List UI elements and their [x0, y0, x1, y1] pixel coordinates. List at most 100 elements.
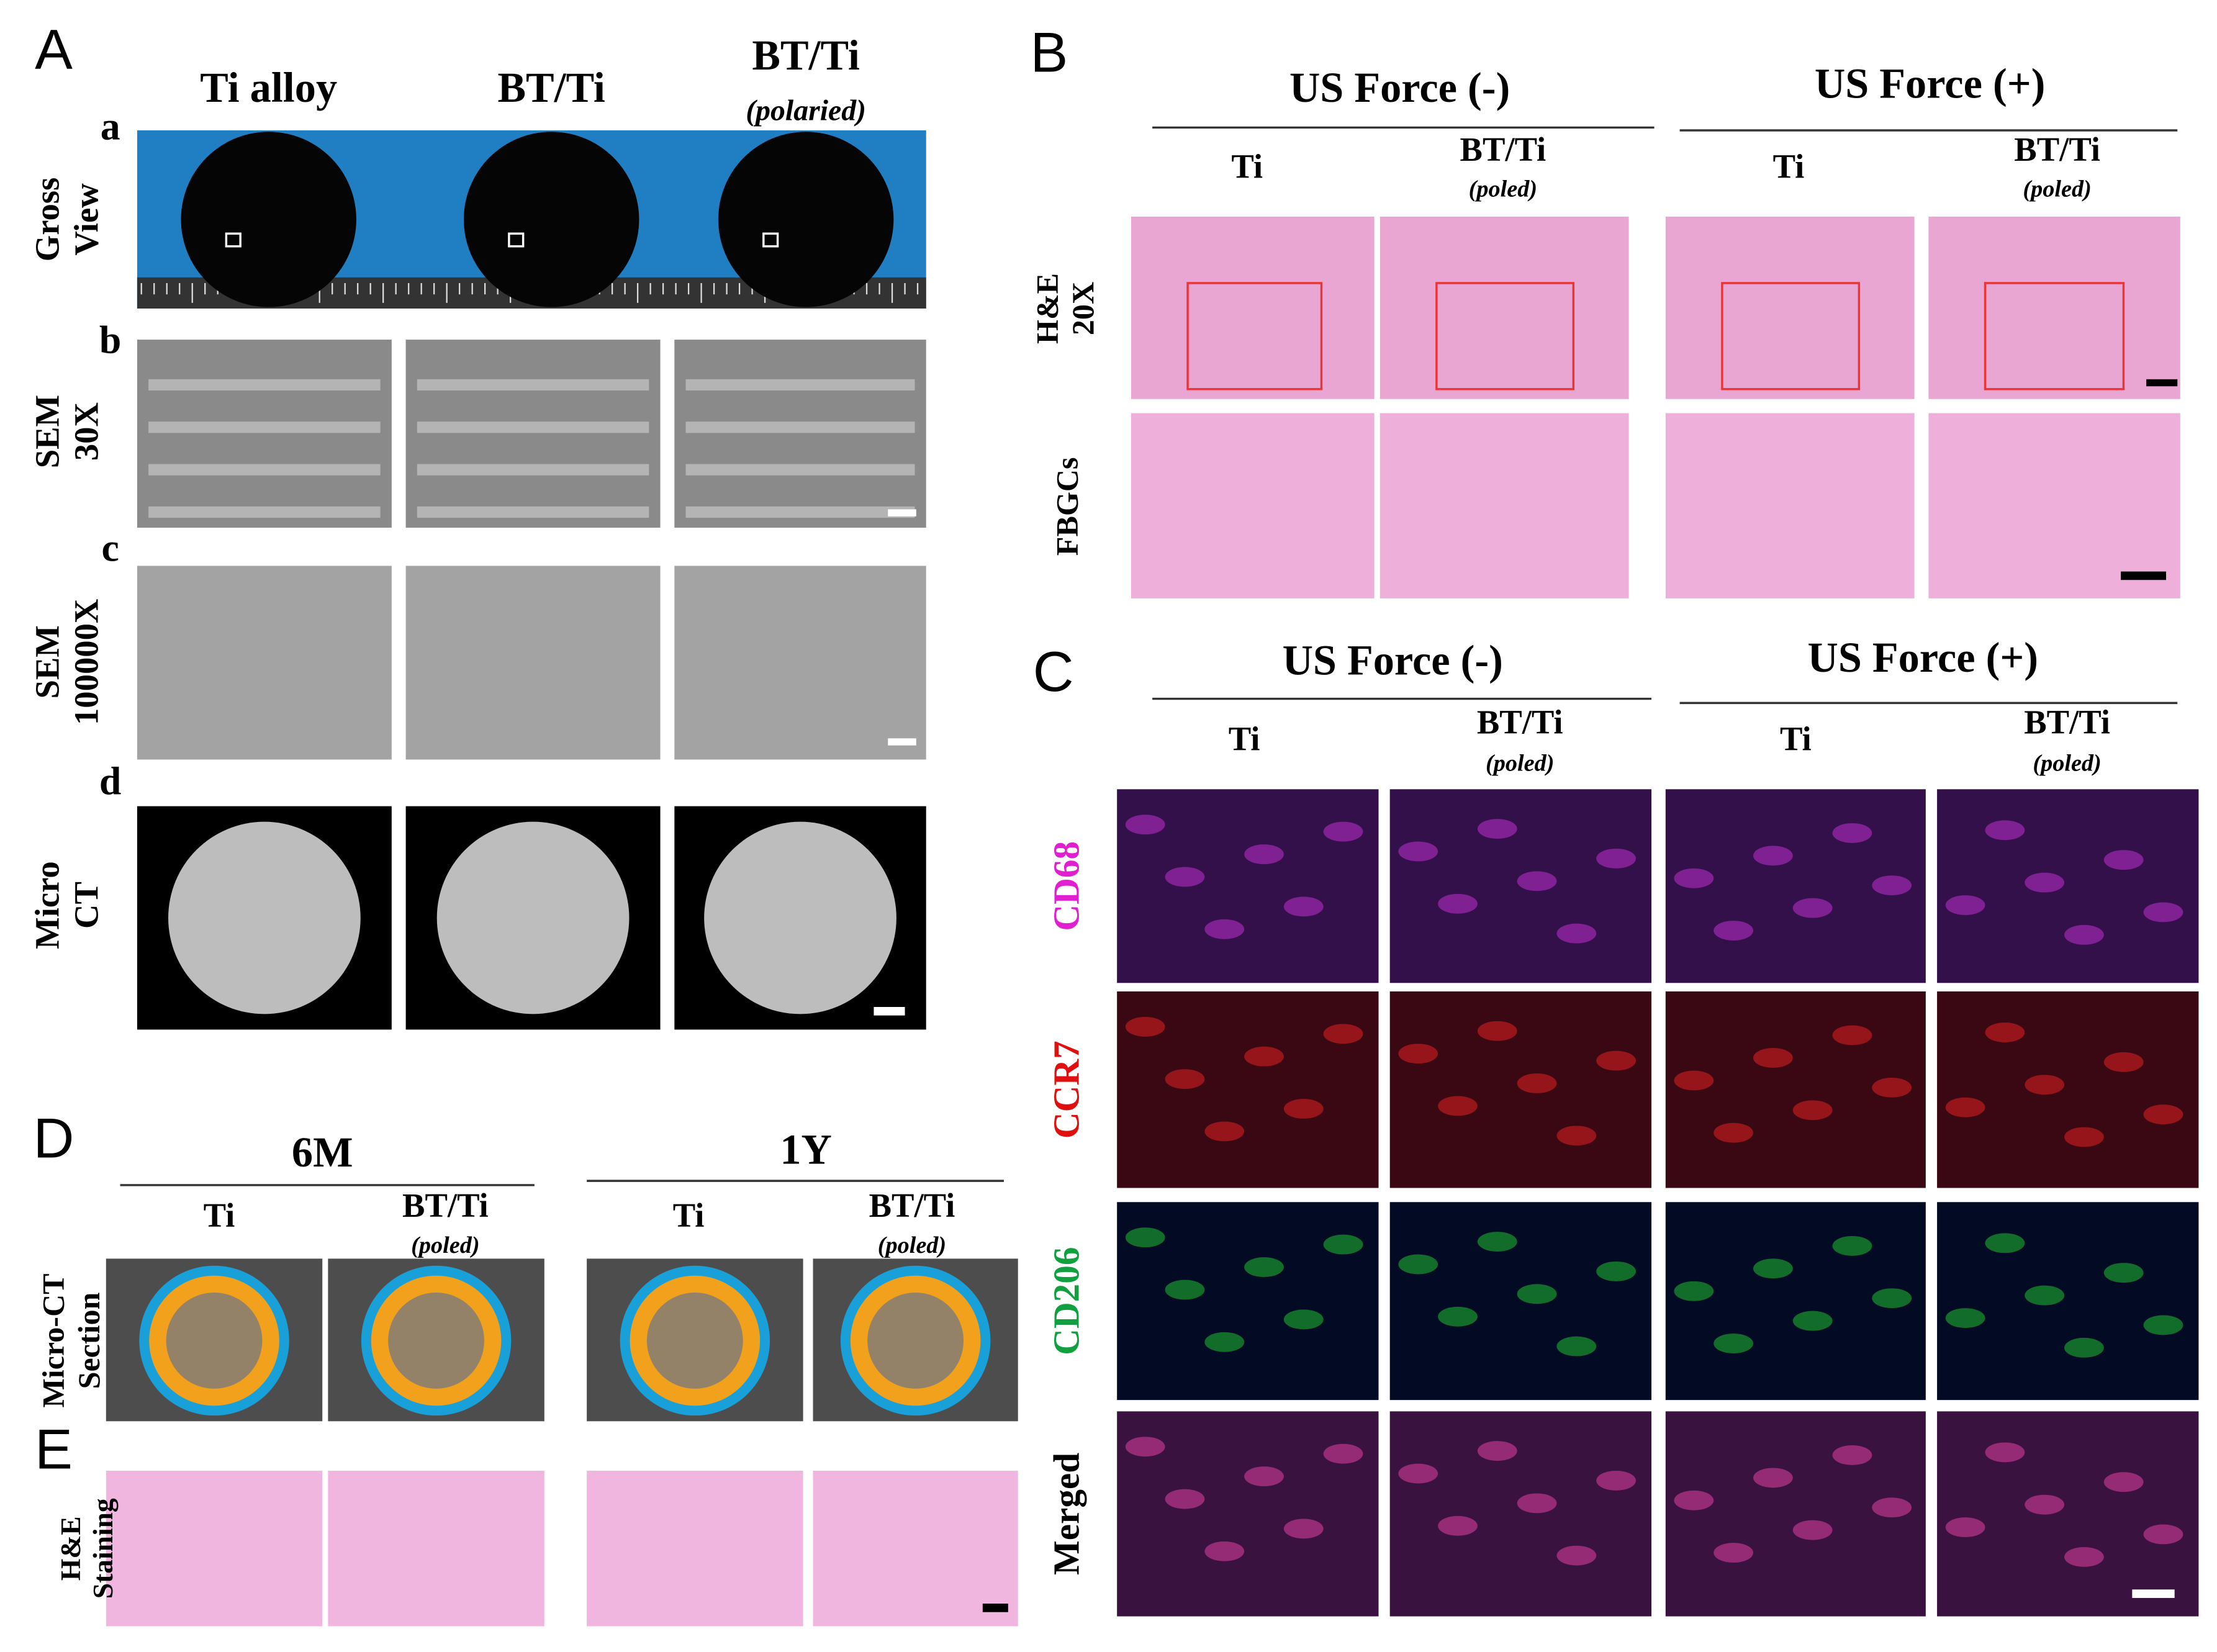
signal [1832, 1445, 1872, 1465]
column-title: Ti [1231, 147, 1263, 185]
column-note: (poled) [2023, 176, 2091, 202]
signal [2143, 1104, 2183, 1125]
row-letter: d [99, 759, 121, 803]
signal [1674, 1070, 1714, 1091]
column-title: BT/Ti [752, 32, 859, 79]
column-title: BT/Ti [402, 1186, 489, 1224]
signal [1204, 1541, 1245, 1561]
row-label: H&E [55, 1516, 86, 1581]
core [867, 1293, 964, 1389]
panel-letter: E [35, 1419, 73, 1481]
image [1131, 413, 1375, 598]
signal [1244, 1046, 1284, 1067]
row-label: Micro-CT [36, 1273, 71, 1407]
signal [1753, 1048, 1793, 1068]
marker [225, 232, 242, 248]
signal [1283, 896, 1324, 917]
signal [1714, 921, 1754, 941]
signal [1323, 1024, 1363, 1044]
signal [1556, 923, 1597, 944]
column-title: Ti [1780, 720, 1812, 758]
signal [1714, 1543, 1754, 1563]
scale-bar [982, 1604, 1008, 1612]
signal [1792, 1520, 1833, 1540]
scale-bar [888, 509, 916, 517]
signal [1204, 1332, 1245, 1352]
row-letter: b [99, 318, 121, 362]
signal [1244, 1257, 1284, 1277]
column-title: Ti [673, 1196, 705, 1234]
image [1379, 216, 1629, 399]
signal [1438, 1515, 1478, 1536]
column-title: Ti [204, 1196, 235, 1234]
signal [1165, 867, 1205, 887]
group-title: US Force (+) [1808, 634, 2039, 681]
panel-letter: D [34, 1108, 75, 1170]
signal [1714, 1122, 1754, 1143]
column-note: (poled) [878, 1232, 946, 1258]
row-label: CD68 [1046, 841, 1087, 931]
image [137, 340, 392, 528]
signal [2143, 1315, 2183, 1335]
column-title: Ti [1229, 720, 1260, 758]
row-label: CT [67, 882, 105, 929]
signal [1753, 1258, 1793, 1279]
signal [1556, 1126, 1597, 1146]
signal [2103, 850, 2144, 870]
signal [1244, 844, 1284, 864]
signal [1323, 821, 1363, 842]
signal [1985, 1022, 2025, 1042]
signal [1792, 1311, 1833, 1331]
column-note: (poled) [2033, 750, 2101, 776]
signal [2103, 1052, 2144, 1072]
row-label: FBGCs [1050, 457, 1085, 556]
row-label: H&E [1030, 273, 1065, 344]
column-title: BT/Ti [1460, 130, 1546, 168]
signal [1323, 1234, 1363, 1255]
row-label: View [67, 183, 105, 256]
signal [1438, 893, 1478, 914]
image [1665, 216, 1915, 399]
signal [1674, 1281, 1714, 1301]
row-label: SEM [29, 625, 66, 698]
column-note: (polaried) [746, 94, 866, 127]
signal [2064, 1337, 2104, 1358]
inset-box [1435, 282, 1575, 390]
column-note: (poled) [411, 1232, 479, 1258]
row-label: Gross [29, 178, 66, 262]
signal [2064, 1546, 2104, 1567]
sample [463, 132, 639, 307]
signal [1556, 1545, 1597, 1566]
panel-letter: A [35, 19, 73, 81]
signal [2064, 1127, 2104, 1147]
signal [1945, 1097, 1985, 1117]
image [1937, 789, 2199, 983]
row-label: Merged [1046, 1453, 1087, 1575]
group-title: US Force (+) [1815, 60, 2046, 107]
row-label: Micro [29, 861, 66, 949]
image [1665, 413, 1915, 598]
signal [1945, 895, 1985, 915]
signal [1753, 1468, 1793, 1488]
panel-letter: B [1030, 22, 1068, 84]
row-label: 20X [1065, 282, 1100, 335]
image [1379, 413, 1629, 598]
sample [181, 132, 356, 307]
marker [762, 232, 779, 248]
signal [1398, 841, 1438, 862]
image [1131, 216, 1375, 399]
signal [1283, 1099, 1324, 1119]
image [137, 566, 392, 760]
signal [1872, 875, 1912, 896]
scale-bar [2121, 571, 2167, 580]
signal [1323, 1443, 1363, 1464]
sample [718, 132, 894, 307]
image [587, 1471, 803, 1627]
signal [1556, 1336, 1597, 1356]
image [1937, 991, 2199, 1188]
signal [1477, 1021, 1517, 1041]
image [813, 1471, 1018, 1627]
signal [2025, 1494, 2065, 1515]
image [405, 340, 661, 528]
signal [2025, 1285, 2065, 1306]
